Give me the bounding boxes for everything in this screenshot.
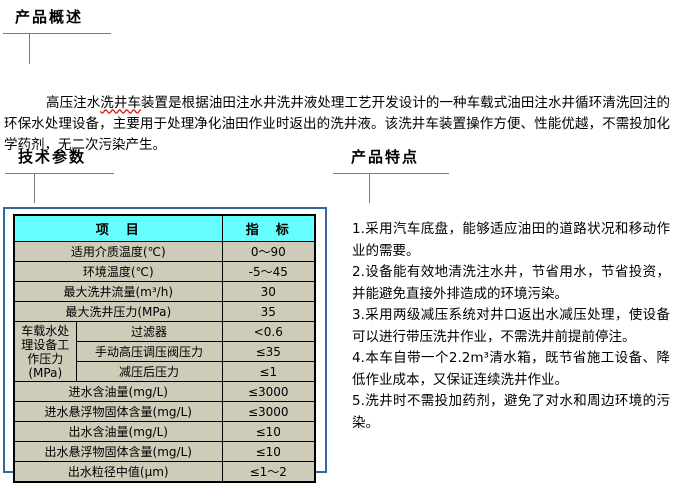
table-row: 最大洗井流量(m³/h) 30 <box>13 281 316 302</box>
param-name: 适用介质温度(℃) <box>13 241 223 262</box>
table-row: 适用介质温度(℃) 0～90 <box>13 241 316 262</box>
overview-section-heading: 产品概述 <box>3 6 111 64</box>
features-list: 1.采用汽车底盘，能够适应油田的道路状况和移动作业的需要。 2.设备能有效地清洗… <box>352 219 670 434</box>
features-section-heading: 产品特点 <box>333 146 449 203</box>
feature-item: 3.采用两级减压系统对井口返出水减压处理，使设备可以进行带压洗井作业，不需洗井前… <box>352 307 670 345</box>
column-header-item: 项 目 <box>13 214 223 242</box>
param-value: ≤1～2 <box>221 461 316 483</box>
group-label-unit: (MPa) <box>28 365 63 380</box>
table-row: 进水含油量(mg/L) ≤3000 <box>13 381 316 402</box>
section-tick <box>34 173 35 203</box>
features-heading-text: 产品特点 <box>351 148 420 166</box>
param-value: ≤1 <box>221 361 316 382</box>
spellcheck-flagged-text: 洗井车 <box>100 94 141 111</box>
feature-item: 5.洗井时不需投加药剂，避免了对水和周边环境的污染。 <box>352 393 670 431</box>
param-name: 减压后压力 <box>75 361 223 382</box>
spec-table: 项 目 指 标 适用介质温度(℃) 0～90 环境温度(℃) -5～45 最大洗… <box>13 214 317 483</box>
group-label-text: 车载水处理设备工作压力 <box>21 323 70 366</box>
table-row: 出水含油量(mg/L) ≤10 <box>13 421 316 442</box>
feature-item: 4.本车自带一个2.2m³清水箱，既节省施工设备、降低作业成本，又保证连续洗井作… <box>352 350 670 388</box>
table-row: 车载水处理设备工作压力 (MPa) 过滤器 <0.6 <box>13 321 316 382</box>
overview-paragraph: 高压注水洗井车装置是根据油田注水井洗井液处理工艺开发设计的一种车载式油田注水井循… <box>4 93 670 156</box>
param-name: 进水含油量(mg/L) <box>13 381 223 402</box>
param-value: 0～90 <box>221 241 316 262</box>
param-name: 出水粒径中值(μm) <box>13 461 223 483</box>
feature-item: 1.采用汽车底盘，能够适应油田的道路状况和移动作业的需要。 <box>352 221 670 259</box>
param-name: 出水含油量(mg/L) <box>13 421 223 442</box>
param-value-highlighted: 35 <box>221 301 316 322</box>
table-row: 最大洗井压力(MPa) 35 <box>13 301 316 322</box>
param-name: 环境温度(℃) <box>13 261 223 282</box>
param-name: 最大洗井压力(MPa) <box>13 301 223 322</box>
param-value: ≤35 <box>221 341 316 362</box>
section-underline <box>333 173 449 174</box>
section-underline <box>3 33 111 34</box>
table-row: 出水粒径中值(μm) ≤1～2 <box>13 461 316 483</box>
section-underline <box>5 173 114 174</box>
table-header-row: 项 目 指 标 <box>13 214 316 242</box>
param-group-label: 车载水处理设备工作压力 (MPa) <box>13 321 77 382</box>
param-name: 出水悬浮物固体含量(mg/L) <box>13 441 223 462</box>
column-header-value: 指 标 <box>221 214 316 242</box>
table-row: 出水悬浮物固体含量(mg/L) ≤10 <box>13 441 316 462</box>
param-name: 最大洗井流量(m³/h) <box>13 281 223 302</box>
overview-heading-text: 产品概述 <box>15 8 84 26</box>
param-value: <0.6 <box>221 321 316 342</box>
param-value-highlighted: 30 <box>221 281 316 302</box>
table-row: 手动高压调压阀压力 ≤35 <box>14 341 316 362</box>
param-value: ≤3000 <box>221 401 316 422</box>
param-name: 手动高压调压阀压力 <box>75 341 223 362</box>
feature-item: 2.设备能有效地清洗注水井，节省用水，节省投资，并能避免直接外排造成的环境污染。 <box>352 264 670 302</box>
param-value: -5～45 <box>221 261 316 282</box>
param-name: 过滤器 <box>75 321 223 342</box>
tech-params-heading-text: 技术参数 <box>18 148 87 166</box>
table-row: 环境温度(℃) -5～45 <box>13 261 316 282</box>
section-tick <box>369 173 370 203</box>
table-row: 减压后压力 ≤1 <box>14 361 316 382</box>
section-tick <box>29 33 30 64</box>
param-value: ≤10 <box>221 421 316 442</box>
tech-params-section-heading: 技术参数 <box>5 146 114 203</box>
paragraph-text-start: 高压注水 <box>46 94 101 111</box>
param-name: 进水悬浮物固体含量(mg/L) <box>13 401 223 422</box>
table-row: 进水悬浮物固体含量(mg/L) ≤3000 <box>13 401 316 422</box>
param-value: ≤10 <box>221 441 316 462</box>
spec-table-frame: 项 目 指 标 适用介质温度(℃) 0～90 环境温度(℃) -5～45 最大洗… <box>3 207 327 483</box>
paragraph-text-rest: 装置是根据油田注水井洗井液处理工艺开发设计的一种车载式油田注水井循环清洗回注的环… <box>4 94 671 153</box>
param-value: ≤3000 <box>221 381 316 402</box>
